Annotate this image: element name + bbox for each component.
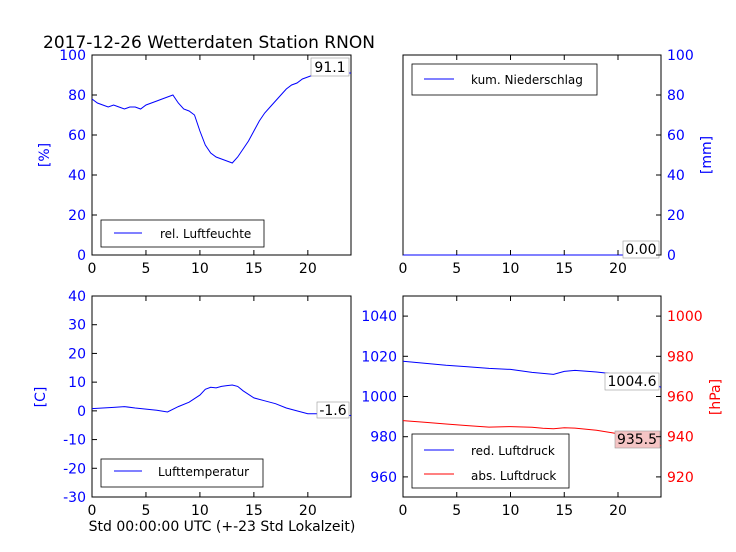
y-tick-label: 40	[68, 168, 86, 184]
y-tick-label: 40	[667, 168, 685, 184]
legend-label: red. Luftdruck	[471, 444, 555, 458]
y-tick-label: 920	[667, 470, 694, 486]
pressure-legend: red. Luftdruck abs. Luftdruck	[411, 433, 570, 489]
y-tick-label: -30	[63, 490, 86, 506]
x-tick-label: 15	[245, 261, 263, 277]
y-tick-label: 80	[68, 88, 86, 104]
pressure-red-value-label: 1004.6	[604, 372, 660, 391]
value-label-box	[614, 430, 661, 449]
value-label-text: -1.6	[319, 403, 346, 419]
legend-label: Lufttemperatur	[158, 465, 249, 479]
x-tick-label: 20	[299, 261, 317, 277]
series-line	[402, 420, 662, 447]
y-tick-label: -10	[63, 433, 86, 449]
y-tick-label: 0	[77, 404, 86, 420]
x-tick-label: 0	[399, 503, 408, 519]
x-tick-label: 20	[609, 503, 627, 519]
precipitation-value-label: 0.00	[622, 240, 660, 259]
y-tick-label: 20	[68, 208, 86, 224]
precipitation-axis-label: [mm]	[699, 136, 715, 174]
x-tick-label: 5	[452, 261, 461, 277]
legend-label: abs. Luftdruck	[471, 469, 556, 483]
pressure-abs-value-label: 935.5	[614, 430, 661, 449]
x-tick-label: 20	[609, 261, 627, 277]
pressure-panel: [hPa] red. Luftdruck abs. Luftdruck 1004…	[361, 295, 724, 519]
humidity-legend: rel. Luftfeuchte	[100, 219, 265, 248]
value-label-box	[604, 372, 660, 391]
y-tick-label: 20	[68, 346, 86, 362]
humidity-axis-label: [%]	[37, 143, 53, 167]
y-tick-label: 980	[370, 430, 397, 446]
temperature-panel: [C] Lufttemperatur -1.6 0 5 10 15 20 -30 -20 -1…	[33, 289, 352, 519]
x-axis-label: Std 00:00:00 UTC (+-23 Std Lokalzeit)	[89, 519, 356, 535]
x-tick-label: 15	[555, 261, 573, 277]
x-tick-label: 20	[299, 503, 317, 519]
value-label-box	[310, 57, 350, 77]
figure-title: 2017-12-26 Wetterdaten Station RNON	[43, 33, 375, 53]
legend-box	[411, 433, 570, 489]
temperature-legend: Lufttemperatur	[100, 458, 264, 488]
x-tick-label: 5	[141, 261, 150, 277]
humidity-value-label: 91.1	[310, 57, 350, 77]
x-tick-label: 10	[191, 503, 209, 519]
x-tick-label: 5	[452, 503, 461, 519]
y-tick-label: 100	[667, 48, 694, 64]
x-tick-label: 10	[191, 261, 209, 277]
humidity-panel: [%] rel. Luftfeuchte 91.1 0 5 10 15 20 0 20 40 6…	[37, 48, 352, 277]
x-tick-label: 0	[88, 261, 97, 277]
value-label-text: 935.5	[617, 432, 657, 448]
y-tick-label: 960	[667, 390, 694, 406]
value-label-text: 1004.6	[608, 374, 657, 390]
legend-label: kum. Niederschlag	[471, 73, 583, 87]
temperature-plot-frame	[91, 295, 352, 498]
y-tick-label: 80	[667, 88, 685, 104]
legend-label: rel. Luftfeuchte	[160, 227, 251, 241]
y-tick-label: 20	[667, 208, 685, 224]
x-tick-label: 15	[245, 503, 263, 519]
y-tick-label: 1000	[667, 309, 703, 325]
x-tick-label: 10	[502, 503, 520, 519]
humidity-plot-frame	[91, 54, 352, 256]
y-tick-label: 60	[667, 128, 685, 144]
y-tick-label: 30	[68, 318, 86, 334]
x-tick-label: 15	[555, 503, 573, 519]
y-tick-label: 0	[77, 248, 86, 264]
y-tick-label: 940	[667, 430, 694, 446]
pressure-axis-label: [hPa]	[708, 379, 724, 415]
precipitation-legend: kum. Niederschlag	[411, 63, 598, 96]
temperature-axis-label: [C]	[33, 387, 49, 408]
y-tick-label: 980	[667, 349, 694, 365]
y-tick-label: 40	[68, 289, 86, 305]
y-tick-label: 1040	[361, 309, 397, 325]
x-tick-label: 5	[141, 503, 150, 519]
y-tick-label: 1020	[361, 349, 397, 365]
y-tick-label: 960	[370, 470, 397, 486]
legend-box	[100, 458, 264, 488]
y-tick-label: 0	[667, 248, 676, 264]
x-tick-label: 10	[502, 261, 520, 277]
y-tick-label: 10	[68, 375, 86, 391]
value-label-text: 91.1	[314, 60, 345, 76]
temperature-value-label: -1.6	[316, 401, 350, 419]
x-tick-label: 0	[399, 261, 408, 277]
series-line	[91, 70, 351, 164]
value-label-box	[622, 240, 660, 259]
x-tick-label: 0	[88, 503, 97, 519]
y-tick-label: 100	[59, 48, 86, 64]
y-tick-label: 1000	[361, 390, 397, 406]
y-tick-label: -20	[63, 461, 86, 477]
y-tick-label: 60	[68, 128, 86, 144]
value-label-text: 0.00	[625, 242, 656, 258]
value-label-box	[316, 401, 350, 419]
series-line	[91, 384, 352, 416]
precipitation-panel: [mm] kum. Niederschlag 0.00 0 5 10 15 20 0 20 4…	[399, 48, 715, 277]
